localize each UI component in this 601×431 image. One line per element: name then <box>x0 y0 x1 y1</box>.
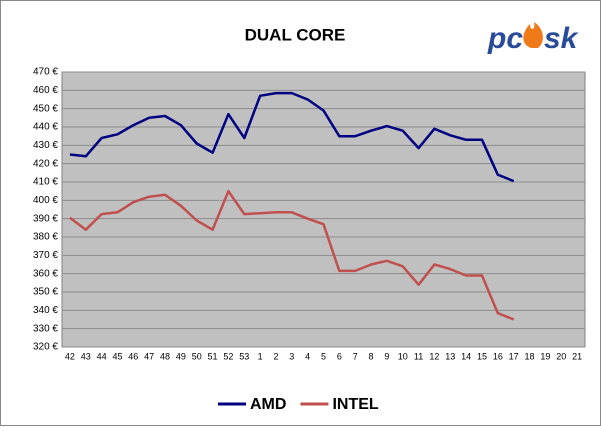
series-line <box>69 91 515 183</box>
x-tick-label: 48 <box>160 351 170 361</box>
y-tick-label: 430 € <box>33 140 58 151</box>
x-tick-label: 4 <box>305 351 310 361</box>
x-tick-label: 3 <box>289 351 294 361</box>
x-tick-label: 6 <box>337 351 342 361</box>
legend-label: INTEL <box>332 396 378 413</box>
y-tick-label: 360 € <box>33 268 58 279</box>
x-tick-label: 5 <box>321 351 326 361</box>
logo-flame <box>523 22 543 48</box>
x-tick-label: 47 <box>144 351 154 361</box>
y-tick-label: 330 € <box>33 323 58 334</box>
x-tick-label: 12 <box>429 351 439 361</box>
x-tick-label: 51 <box>208 351 218 361</box>
x-tick-label: 49 <box>176 351 186 361</box>
x-tick-label: 14 <box>461 351 471 361</box>
x-tick-label: 20 <box>556 351 566 361</box>
y-tick-label: 460 € <box>33 85 58 96</box>
y-tick-label: 440 € <box>33 122 58 133</box>
chart-title: DUAL CORE <box>245 25 346 44</box>
logo: pc sk <box>487 22 579 55</box>
y-tick-label: 410 € <box>33 177 58 188</box>
x-tick-label: 13 <box>445 351 455 361</box>
legend-label: AMD <box>250 396 286 413</box>
x-tick-label: 17 <box>509 351 519 361</box>
x-tick-label: 21 <box>572 351 582 361</box>
y-tick-label: 450 € <box>33 103 58 114</box>
y-tick-label: 390 € <box>33 213 58 224</box>
y-tick-label: 420 € <box>33 158 58 169</box>
x-tick-label: 53 <box>239 351 249 361</box>
x-tick-label: 45 <box>112 351 122 361</box>
x-tick-label: 10 <box>398 351 408 361</box>
x-tick-label: 9 <box>384 351 389 361</box>
x-tick-label: 44 <box>97 351 107 361</box>
logo-text: pc <box>487 22 523 55</box>
x-tick-label: 19 <box>540 351 550 361</box>
series-line <box>69 189 515 321</box>
x-tick-label: 52 <box>223 351 233 361</box>
logo-text: sk <box>544 22 579 55</box>
x-tick-label: 16 <box>493 351 503 361</box>
y-tick-label: 470 € <box>33 67 58 78</box>
x-tick-label: 11 <box>414 351 423 361</box>
y-tick-label: 370 € <box>33 250 58 261</box>
y-tick-label: 380 € <box>33 232 58 243</box>
y-tick-label: 350 € <box>33 287 58 298</box>
y-tick-label: 320 € <box>33 342 58 353</box>
x-tick-label: 15 <box>477 351 487 361</box>
x-tick-label: 2 <box>273 351 278 361</box>
x-tick-label: 8 <box>369 351 374 361</box>
x-tick-label: 42 <box>65 351 75 361</box>
plot-area <box>61 71 586 348</box>
x-tick-label: 46 <box>128 351 138 361</box>
x-tick-label: 1 <box>258 351 263 361</box>
x-tick-label: 43 <box>81 351 91 361</box>
x-tick-label: 50 <box>192 351 202 361</box>
x-tick-label: 18 <box>525 351 535 361</box>
x-tick-label: 7 <box>353 351 358 361</box>
y-tick-label: 400 € <box>33 195 58 206</box>
y-tick-label: 340 € <box>33 305 58 316</box>
